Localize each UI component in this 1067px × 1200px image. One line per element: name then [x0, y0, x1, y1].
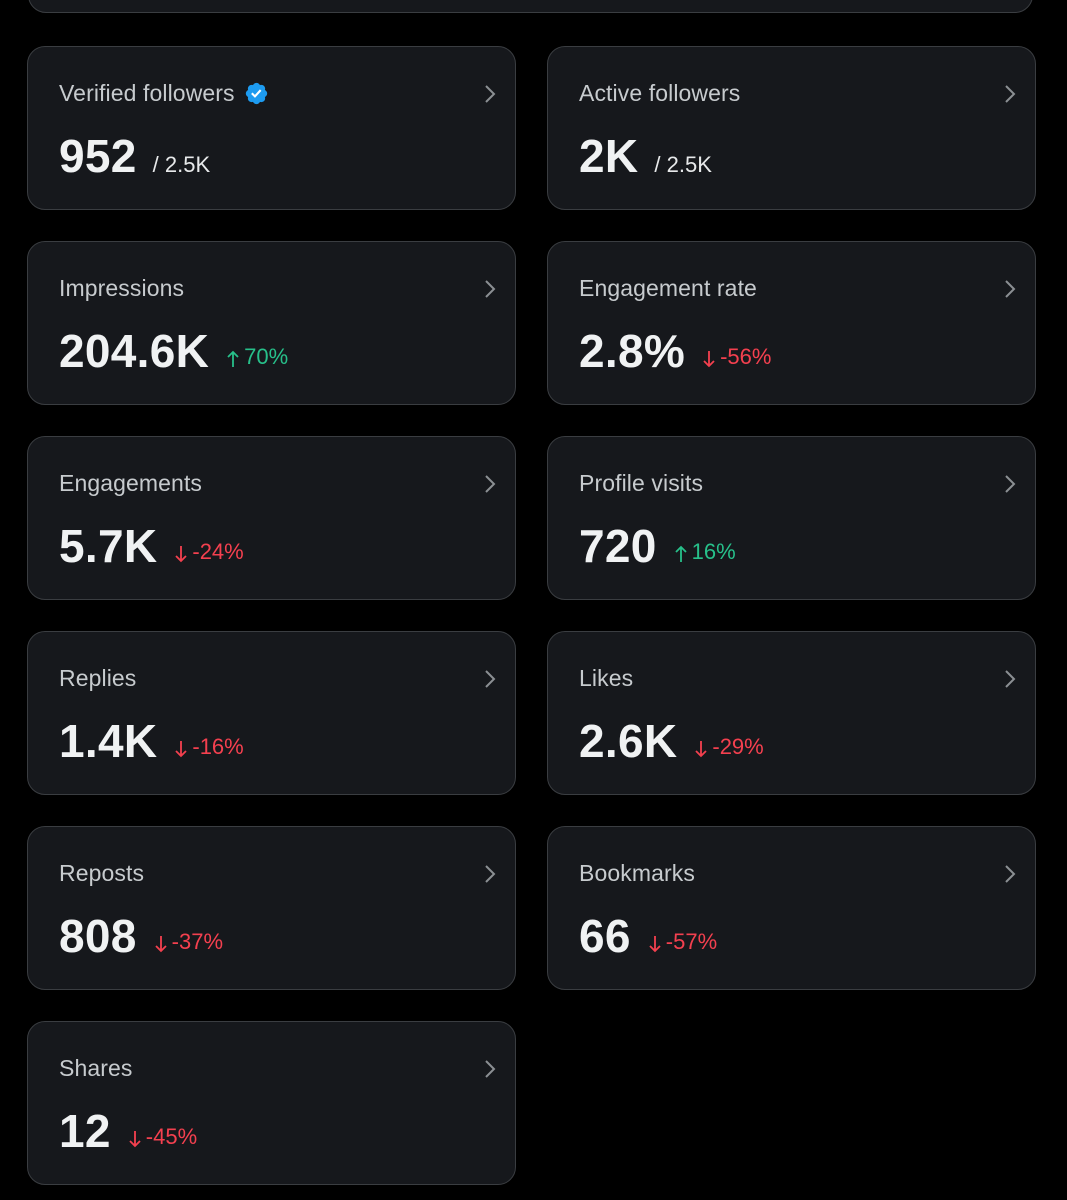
metric-label: Engagement rate — [579, 274, 757, 301]
metric-value: 808 — [59, 910, 137, 962]
arrow-down-icon — [703, 351, 715, 368]
metric-change: 70% — [225, 344, 288, 370]
metric-value-row: 2.8% -56% — [579, 324, 771, 378]
metric-label: Shares — [59, 1054, 133, 1081]
metric-change: -37% — [153, 929, 223, 955]
chevron-right-icon — [1005, 280, 1016, 298]
metric-label-row: Engagement rate — [579, 273, 757, 303]
metric-value: 66 — [579, 910, 631, 962]
metric-label-row: Replies — [59, 663, 136, 693]
metric-value: 2K — [579, 130, 639, 182]
metric-change: -57% — [647, 929, 717, 955]
metric-label: Bookmarks — [579, 859, 695, 886]
metric-value: 952 — [59, 130, 137, 182]
metric-value: 5.7K — [59, 520, 158, 572]
chevron-right-icon — [1005, 475, 1016, 493]
metric-value-row: 952 / 2.5K — [59, 129, 210, 183]
metric-card-bookmarks[interactable]: Bookmarks 66 -57% — [547, 826, 1036, 990]
metric-label: Engagements — [59, 469, 203, 496]
chevron-right-icon — [1005, 85, 1016, 103]
metric-change-value: -45% — [145, 1124, 198, 1149]
metric-value: 204.6K — [59, 325, 210, 377]
metric-change-value: -16% — [192, 734, 244, 759]
metric-card-reposts[interactable]: Reposts 808 -37% — [27, 826, 516, 990]
metric-value-row: 204.6K 70% — [59, 324, 288, 378]
metric-card-replies[interactable]: Replies 1.4K -16% — [27, 631, 516, 795]
metric-label: Active followers — [579, 79, 741, 106]
metric-change-value: -57% — [665, 929, 718, 954]
arrow-up-icon — [675, 545, 687, 562]
metric-change-value: -56% — [720, 344, 772, 369]
metric-label: Profile visits — [579, 469, 704, 496]
metric-change-value: 70% — [244, 344, 289, 369]
metric-label-row: Verified followers — [59, 78, 269, 108]
metric-change: -24% — [173, 539, 244, 565]
metric-value: 2.8% — [579, 325, 686, 377]
metric-label-row: Shares — [59, 1053, 132, 1083]
metric-change-value: -29% — [712, 734, 764, 759]
metric-card-verified-followers[interactable]: Verified followers 952 / 2.5K — [27, 46, 516, 210]
previous-card[interactable] — [28, 0, 1033, 13]
chevron-right-icon — [485, 1060, 496, 1078]
metric-card-engagements[interactable]: Engagements 5.7K -24% — [27, 436, 516, 600]
metric-value-row: 1.4K -16% — [59, 714, 244, 768]
chevron-right-icon — [1005, 670, 1016, 688]
metric-value-row: 66 -57% — [579, 909, 717, 963]
metric-value: 12 — [59, 1105, 111, 1157]
metric-label: Likes — [579, 664, 634, 691]
metric-card-active-followers[interactable]: Active followers 2K / 2.5K — [547, 46, 1036, 210]
metric-value: 1.4K — [59, 715, 158, 767]
arrow-down-icon — [649, 936, 661, 953]
metric-label-row: Engagements — [59, 468, 202, 498]
arrow-down-icon — [175, 546, 188, 563]
metric-change-value: 16% — [691, 539, 736, 564]
metric-label: Reposts — [59, 859, 145, 886]
metric-change: 16% — [673, 539, 736, 565]
arrow-down-icon — [155, 936, 167, 953]
metric-card-shares[interactable]: Shares 12 -45% — [27, 1021, 516, 1185]
metric-label-row: Profile visits — [579, 468, 703, 498]
metric-label: Verified followers — [59, 79, 235, 106]
metric-change: -56% — [701, 344, 771, 370]
metric-value: 720 — [579, 520, 657, 572]
metric-value-row: 5.7K -24% — [59, 519, 244, 573]
metric-change-value: -24% — [192, 539, 244, 564]
arrow-up-icon — [227, 350, 239, 367]
metric-label-row: Bookmarks — [579, 858, 695, 888]
chevron-right-icon — [485, 85, 496, 103]
metric-value-row: 808 -37% — [59, 909, 223, 963]
verified-badge-icon — [245, 82, 267, 104]
metric-label-row: Reposts — [59, 858, 144, 888]
metric-change: -16% — [173, 734, 244, 760]
metric-label-row: Impressions — [59, 273, 184, 303]
metric-change-value: -37% — [171, 929, 224, 954]
chevron-right-icon — [485, 865, 496, 883]
metric-value-row: 720 16% — [579, 519, 736, 573]
metric-total: / 2.5K — [152, 152, 211, 177]
chevron-right-icon — [1005, 865, 1016, 883]
metric-change: -45% — [127, 1124, 197, 1150]
metric-total: / 2.5K — [654, 152, 712, 177]
metric-label-row: Active followers — [579, 78, 740, 108]
metrics-grid: Verified followers 952 / 2.5K Active fol… — [27, 46, 1036, 1185]
metric-value-row: 2.6K -29% — [579, 714, 764, 768]
metric-label: Impressions — [59, 274, 185, 301]
metric-card-impressions[interactable]: Impressions 204.6K 70% — [27, 241, 516, 405]
arrow-down-icon — [175, 741, 188, 758]
metric-value-row: 12 -45% — [59, 1104, 197, 1158]
metric-label-row: Likes — [579, 663, 633, 693]
arrow-down-icon — [695, 741, 708, 758]
metric-value: 2.6K — [579, 715, 678, 767]
metric-change: -29% — [693, 734, 764, 760]
metric-value-row: 2K / 2.5K — [579, 129, 712, 183]
chevron-right-icon — [485, 280, 496, 298]
chevron-right-icon — [485, 670, 496, 688]
metric-card-profile-visits[interactable]: Profile visits 720 16% — [547, 436, 1036, 600]
chevron-right-icon — [485, 475, 496, 493]
metric-label: Replies — [59, 664, 137, 691]
metric-card-engagement-rate[interactable]: Engagement rate 2.8% -56% — [547, 241, 1036, 405]
arrow-down-icon — [129, 1131, 141, 1148]
metric-card-likes[interactable]: Likes 2.6K -29% — [547, 631, 1036, 795]
